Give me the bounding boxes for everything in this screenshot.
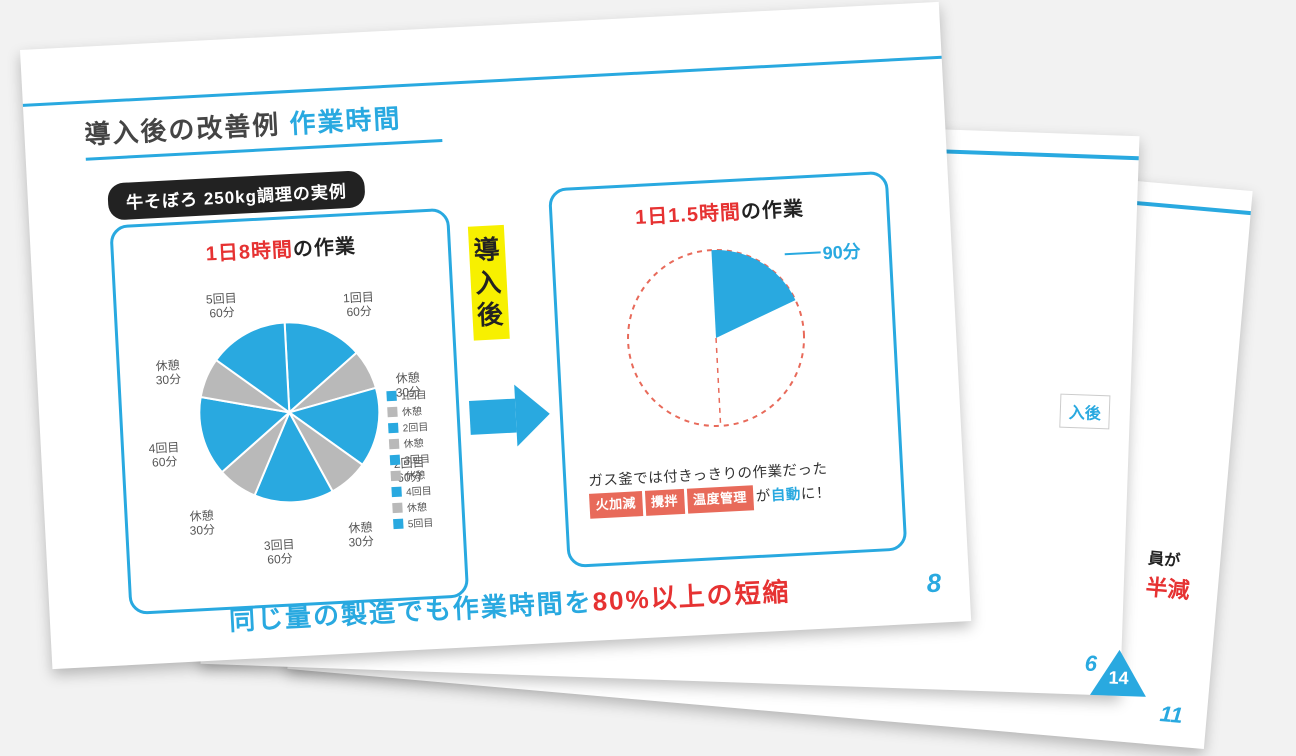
pie-slice-label: 1回目60分 [333, 289, 384, 320]
legend-label: 1回目 [401, 386, 427, 402]
after-title-red: 1日1.5時間 [635, 202, 742, 230]
snippet-text: 員が 半減 [1144, 544, 1193, 606]
legend-label: 休憩 [405, 466, 426, 482]
after-pie-wrap [611, 232, 842, 463]
before-pie-chart [184, 307, 394, 517]
legend-item: 休憩 [389, 434, 429, 451]
legend-swatch [393, 502, 404, 513]
snippet-plain: 員が [1147, 550, 1180, 570]
snippet-red: 半減 [1145, 574, 1191, 603]
before-panel: 1日8時間の作業 1回目60分休憩30分2回目60分休憩30分3回目60分休憩3… [109, 208, 469, 615]
page-number: 8 [926, 568, 942, 600]
intro-after-label: 導入後 [468, 225, 510, 340]
legend-label: 休憩 [406, 498, 427, 514]
legend-label: 4回目 [406, 482, 432, 498]
before-title-black: の作業 [292, 236, 356, 261]
slide-heading: 導入後の改善例 作業時間 [83, 96, 442, 161]
legend-label: 2回目 [402, 418, 428, 434]
bottom-blue: 同じ量の製造でも作業時間を [228, 587, 593, 636]
legend-item: 休憩 [393, 498, 433, 515]
pie-slice-label: 5回目60分 [196, 291, 247, 322]
legend-item: 5回目 [393, 514, 433, 531]
legend-swatch [388, 406, 399, 417]
top-rule [23, 56, 942, 107]
legend-swatch [387, 390, 398, 401]
before-title: 1日8時間の作業 [113, 225, 448, 271]
corner-number: 14 [1108, 667, 1129, 689]
legend-swatch [392, 486, 403, 497]
legend-item: 4回目 [392, 482, 432, 499]
pie-slice-label: 3回目60分 [254, 537, 305, 568]
feature-tag: 攪拌 [644, 489, 684, 516]
legend-swatch [389, 438, 400, 449]
pie-slice-label: 4回目60分 [139, 440, 190, 471]
after-caption: ガス釜では付きっきりの作業だった 火加減攪拌温度管理が自動に！ [566, 455, 902, 520]
main-slide: 導入後の改善例 作業時間 牛そぼろ 250kg調理の実例 1日8時間の作業 1回… [20, 2, 971, 669]
heading-plain: 導入後の改善例 [84, 110, 281, 150]
pie-slice-label: 休憩30分 [142, 357, 193, 388]
heading-accent: 作業時間 [289, 103, 402, 139]
after-pie-chart [611, 233, 821, 443]
legend-item: 2回目 [388, 418, 428, 435]
feature-tag: 火加減 [589, 491, 643, 519]
corner-triangle-badge: 14 [1090, 649, 1148, 697]
legend-item: 休憩 [391, 466, 431, 483]
after-title: 1日1.5時間の作業 [552, 188, 887, 234]
before-pie-wrap: 1回目60分休憩30分2回目60分休憩30分3回目60分休憩30分4回目60分休… [132, 265, 447, 580]
page-number: 11 [1159, 701, 1184, 729]
legend-label: 5回目 [407, 514, 433, 530]
pie-slice-label: 休憩30分 [176, 508, 227, 539]
legend-label: 休憩 [401, 402, 422, 418]
after-title-black: の作業 [740, 198, 804, 223]
legend-swatch [391, 470, 402, 481]
before-title-red: 1日8時間 [205, 239, 293, 266]
slide-stack: 員が 半減 11 入後 6 14 導入後の改善例 作業時間 牛そぼろ 250kg… [0, 0, 1296, 756]
legend-swatch [393, 518, 404, 529]
caption-tail: が自動に！ [756, 485, 832, 505]
legend-swatch [390, 454, 401, 465]
intro-badge-fragment: 入後 [1059, 394, 1110, 430]
legend-label: 3回目 [404, 450, 430, 466]
subtitle-pill: 牛そぼろ 250kg調理の実例 [107, 170, 366, 220]
legend-item: 3回目 [390, 450, 430, 467]
bottom-red: 80%以上の短縮 [592, 576, 791, 616]
feature-tag: 温度管理 [686, 485, 753, 513]
legend-item: 1回目 [387, 386, 427, 403]
legend-label: 休憩 [403, 434, 424, 450]
legend-swatch [388, 422, 399, 433]
pie-slice-label: 休憩30分 [335, 520, 386, 551]
pie-filled-slice [711, 246, 797, 338]
after-panel: 1日1.5時間の作業 90分 ガス釜では付きっきりの作業だった 火加減攪拌温度管… [548, 171, 907, 568]
legend-item: 休憩 [387, 402, 427, 419]
before-legend: 1回目休憩2回目休憩3回目休憩4回目休憩5回目 [387, 385, 434, 532]
pie-divider [716, 338, 721, 426]
